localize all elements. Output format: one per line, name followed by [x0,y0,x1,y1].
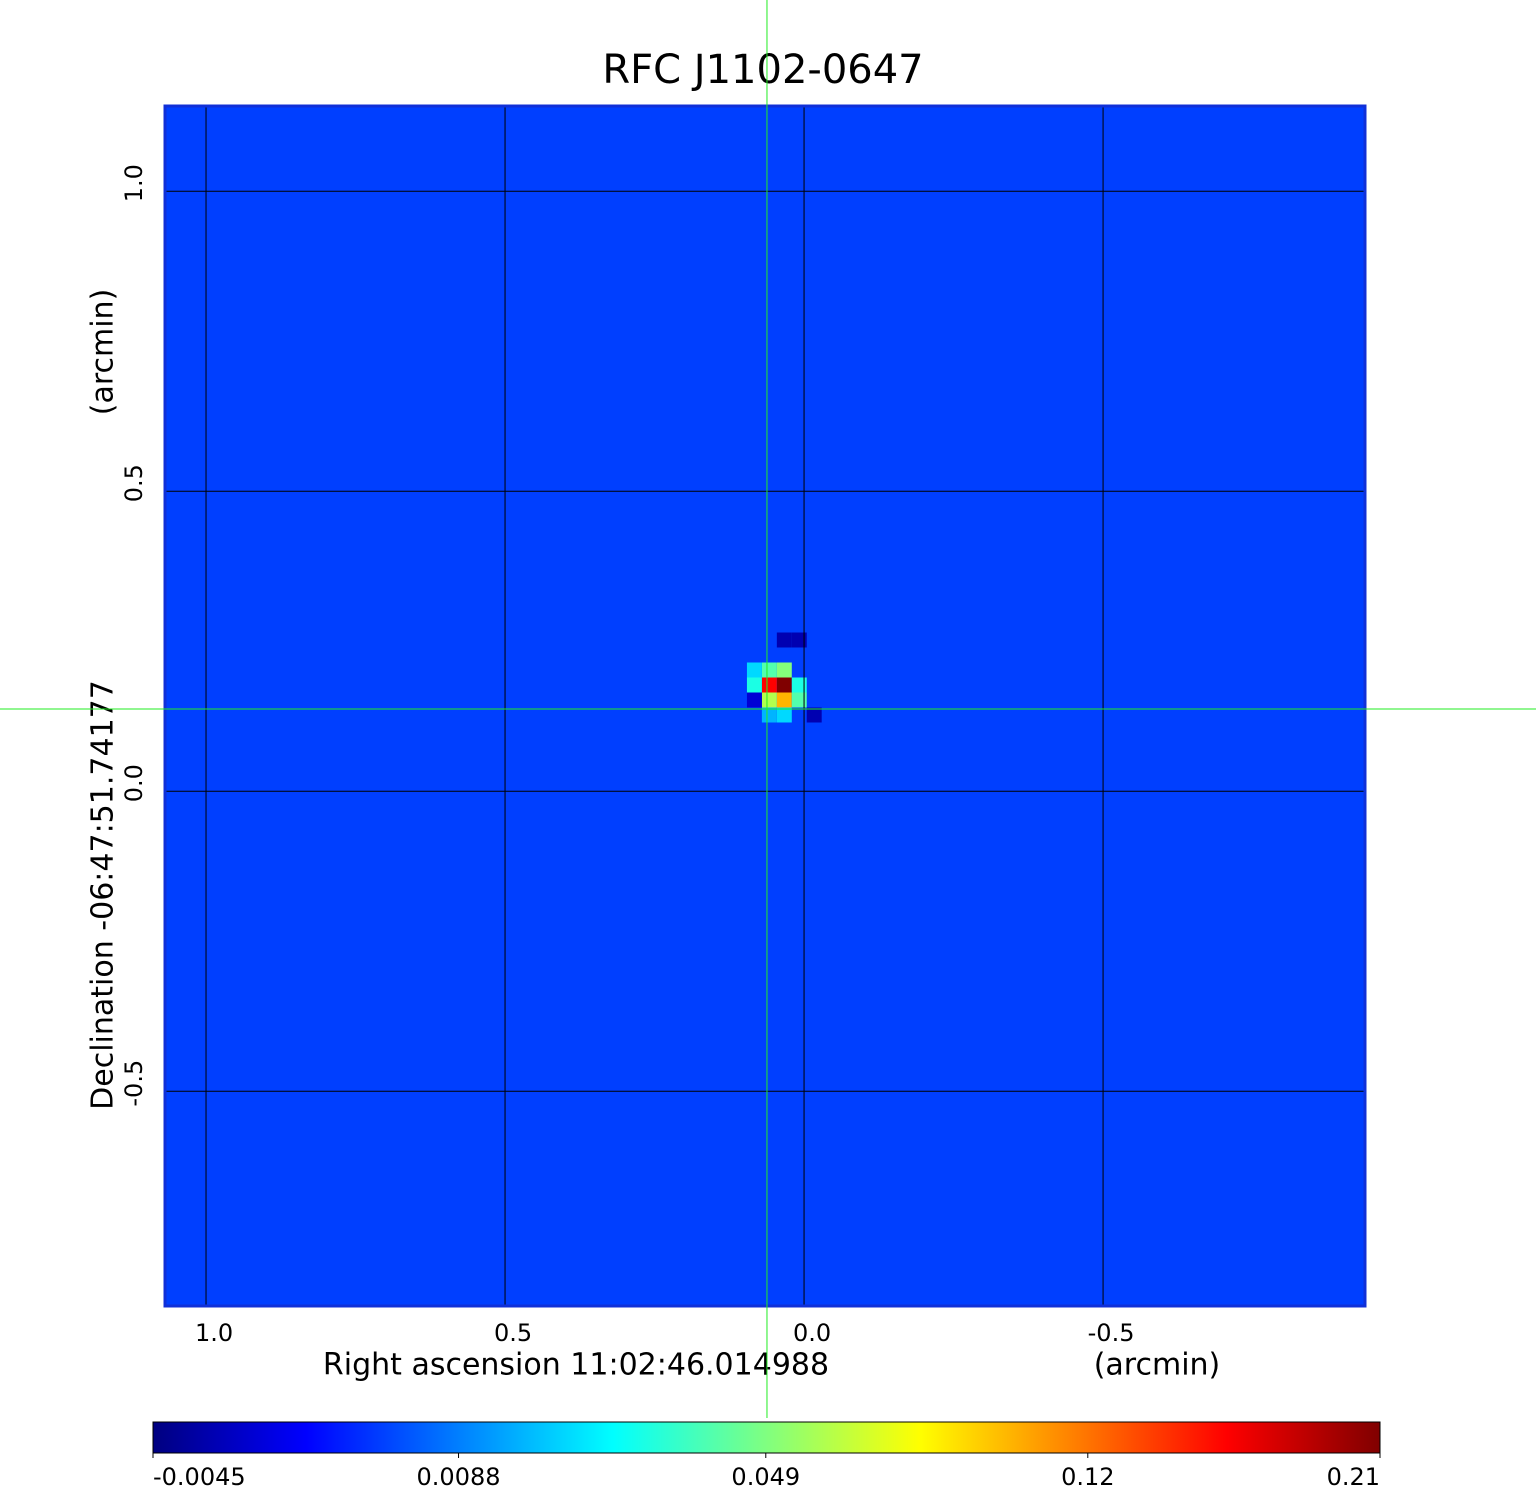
x-tick-label: 1.0 [195,1319,233,1347]
colorbar-tick-label: -0.0045 [153,1463,246,1491]
x-axis-label: Right ascension 11:02:46.014988 [323,1348,829,1383]
y-tick-label: 0.0 [120,764,148,802]
x-tick-label: 0.5 [494,1319,532,1347]
colorbar-tick-label: 0.21 [1327,1463,1380,1491]
colorbar [152,1421,1381,1454]
y-tick-label: -0.5 [120,1060,148,1107]
image-pixel [761,707,777,723]
y-tick-label: 1.0 [120,164,148,202]
colorbar-tick-label: 0.12 [1061,1463,1114,1491]
x-tick-label: 0.0 [793,1319,831,1347]
plot-frame [163,104,1367,1308]
chart-title: RFC J1102-0647 [602,47,923,93]
colorbar-tick-label: 0.049 [731,1463,800,1491]
image-pixel [746,677,762,693]
image-pixel [776,662,792,678]
image-pixel [761,677,777,693]
image-pixel [761,692,777,708]
image-pixel [791,632,807,648]
x-axis-unit: (arcmin) [1094,1348,1221,1383]
image-pixel [776,692,792,708]
image-pixel [761,662,777,678]
image-pixel [806,707,822,723]
image-pixel [791,692,807,708]
y-axis-label: Declination -06:47:51.74177 [86,680,121,1110]
y-tick-label: 0.5 [120,464,148,502]
image-pixel [746,662,762,678]
x-tick-label: -0.5 [1088,1319,1135,1347]
image-pixel [776,707,792,723]
image-pixel [776,677,792,693]
y-axis-unit: (arcmin) [86,289,121,416]
image-pixel [791,677,807,693]
image-pixel [776,632,792,648]
image-pixel [746,692,762,708]
colorbar-tick-label: 0.0088 [417,1463,501,1491]
